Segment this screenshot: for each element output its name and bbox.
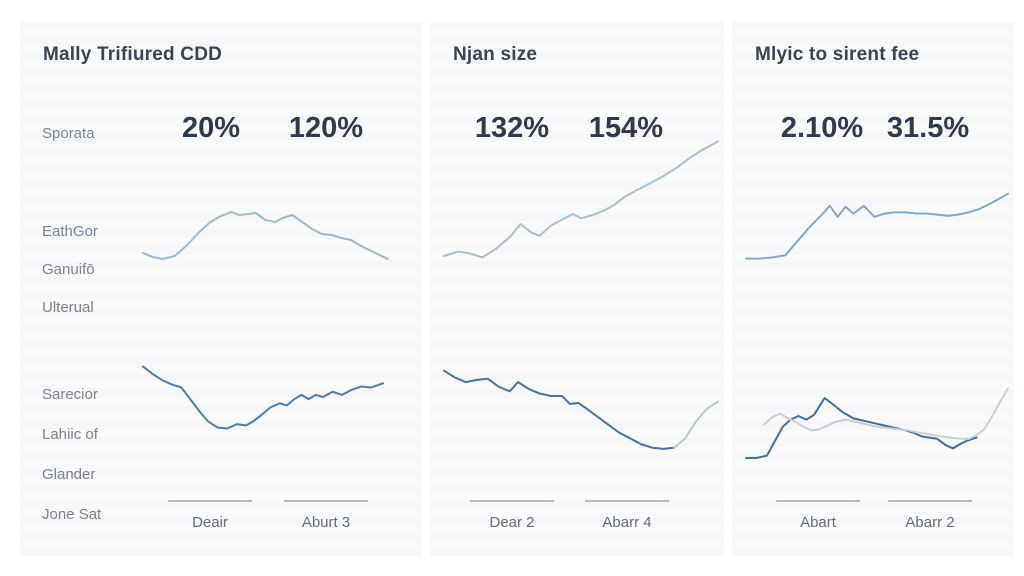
legend-label: Abarr 2 [905, 514, 955, 531]
line-chart-upper [746, 175, 1008, 285]
dashboard: Mally Trifiured CDD Sporata 20% 120% Eat… [20, 22, 1014, 556]
stat-value: 132% [474, 112, 550, 144]
stat-value: 154% [588, 112, 664, 144]
legend-label: Abart [800, 514, 836, 531]
side-label: Jone Sat [42, 505, 102, 523]
side-label: Glander [42, 465, 96, 483]
line-chart-lower [746, 362, 1008, 482]
legend-line-swatch [470, 500, 554, 502]
side-label-group-upper: EathGor Ganuifō Ulterual [42, 212, 98, 326]
panel-mally-trifiured-cdd: Mally Trifiured CDD Sporata 20% 120% Eat… [20, 22, 422, 556]
legend-line-swatch [776, 500, 860, 502]
line-chart-lower [143, 355, 383, 460]
panel-mlyic-to-sirent-fee: Mlyic to sirent fee 2.10% 31.5% Abart Ab… [732, 22, 1014, 556]
legend-label: Dear 2 [489, 514, 535, 531]
legend-item[interactable]: Abarr 2 [888, 500, 972, 531]
stat-row-label: Sporata [42, 125, 95, 142]
line-chart-upper [143, 190, 388, 290]
side-label: EathGor [42, 222, 98, 240]
stat-value: 2.10% [780, 112, 864, 144]
stat-value: 120% [288, 112, 364, 144]
side-label-group-lower: Sarecior Lahiic of Glander Jone Sat [42, 374, 101, 534]
stat-value: 31.5% [886, 112, 970, 144]
line-chart-upper [444, 140, 718, 285]
side-label: Lahiic of [42, 425, 98, 443]
legend-label: Deair [192, 514, 228, 531]
panel-njan-size: Njan size 132% 154% Dear 2 Abarr 4 [430, 22, 724, 556]
legend-label: Abarr 4 [602, 514, 652, 531]
side-label: Ganuifō [42, 260, 95, 278]
legend-item[interactable]: Abarr 4 [585, 500, 669, 531]
panel-title: Mally Trifiured CDD [43, 44, 223, 65]
panel-title: Mlyic to sirent fee [755, 44, 920, 65]
side-label: Sarecior [42, 385, 98, 403]
stat-value: 20% [181, 112, 241, 144]
line-chart-lower [444, 358, 718, 473]
legend-item[interactable]: Deair [168, 500, 252, 531]
legend-label: Aburt 3 [301, 514, 351, 531]
legend-line-swatch [284, 500, 368, 502]
legend-item[interactable]: Abart [776, 500, 860, 531]
legend-line-swatch [585, 500, 669, 502]
legend-line-swatch [168, 500, 252, 502]
panel-title: Njan size [453, 44, 538, 65]
side-label: Ulterual [42, 298, 94, 316]
legend-item[interactable]: Dear 2 [470, 500, 554, 531]
legend-line-swatch [888, 500, 972, 502]
legend-item[interactable]: Aburt 3 [284, 500, 368, 531]
